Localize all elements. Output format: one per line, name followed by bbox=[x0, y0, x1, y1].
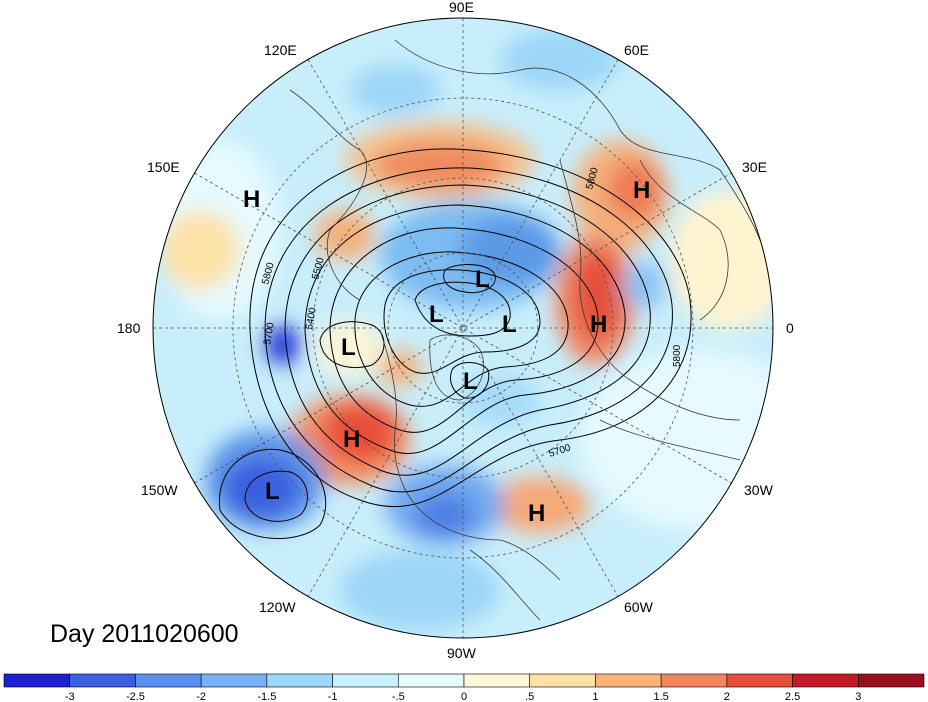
colorbar-tick-label: 2.5 bbox=[785, 691, 800, 702]
lon-label-0: 0 bbox=[786, 320, 794, 336]
low-center: L bbox=[463, 368, 478, 395]
colorbar-swatch bbox=[69, 673, 136, 688]
pressure-centers: H H H H H L L L L L L bbox=[243, 177, 650, 527]
colorbar-tick-label: 2 bbox=[724, 691, 730, 702]
low-center: L bbox=[475, 266, 490, 293]
colorbar-tick-label: 3 bbox=[855, 691, 861, 702]
low-center: L bbox=[341, 334, 356, 361]
colorbar-tick-label: -1 bbox=[328, 691, 338, 702]
coastlines bbox=[289, 39, 771, 621]
colorbar-swatch bbox=[332, 673, 399, 688]
colorbar-tick-label: 1 bbox=[592, 691, 598, 702]
lon-label-120w: 120W bbox=[259, 599, 296, 615]
low-center: L bbox=[429, 301, 444, 328]
colorbar-swatch bbox=[792, 673, 859, 688]
lon-label-120e: 120E bbox=[264, 42, 297, 58]
colorbar-swatch bbox=[200, 673, 268, 688]
latlon-grid bbox=[153, 18, 773, 638]
colorbar-swatch bbox=[529, 673, 596, 688]
colorbar: -3 -2.5 -2 -1.5 -1 -.5 0 .5 1 1.5 2 2.5 3 bbox=[3, 673, 925, 702]
high-center: H bbox=[243, 186, 260, 213]
colorbar-tick-label: -2.5 bbox=[126, 691, 145, 702]
colorbar-swatch bbox=[266, 673, 333, 688]
high-center: H bbox=[343, 426, 360, 453]
contour-label: 5400 bbox=[304, 306, 319, 330]
colorbar-tick-label: 0 bbox=[461, 691, 467, 702]
colorbar-swatch bbox=[463, 673, 531, 688]
colorbar-tick-label: .5 bbox=[525, 691, 534, 702]
colorbar-swatch bbox=[595, 673, 662, 688]
colorbar-swatch bbox=[857, 673, 925, 688]
colorbar-swatch bbox=[726, 673, 793, 688]
low-center: L bbox=[265, 478, 280, 505]
lon-label-60w: 60W bbox=[624, 599, 653, 615]
contour-label: 5800 bbox=[672, 344, 683, 367]
lon-label-180: 180 bbox=[117, 320, 141, 336]
colorbar-swatch bbox=[397, 673, 465, 688]
lon-label-150w: 150W bbox=[141, 482, 178, 498]
map-boundary bbox=[152, 17, 774, 639]
high-center: H bbox=[590, 311, 607, 338]
colorbar-tick-label: -.5 bbox=[392, 691, 405, 702]
height-contours bbox=[218, 148, 692, 539]
low-center: L bbox=[502, 311, 517, 338]
lon-label-150e: 150E bbox=[147, 159, 180, 175]
lon-label-30e: 30E bbox=[742, 159, 767, 175]
high-center: H bbox=[633, 177, 650, 204]
lon-label-90e: 90E bbox=[449, 0, 474, 15]
colorbar-tick-label: -1.5 bbox=[257, 691, 276, 702]
high-center: H bbox=[528, 500, 545, 527]
colorbar-tick-label: -3 bbox=[65, 691, 75, 702]
colorbar-swatch bbox=[3, 673, 71, 688]
lon-label-90w: 90W bbox=[447, 645, 476, 661]
contour-label: 5700 bbox=[262, 321, 277, 345]
colorbar-swatch bbox=[660, 673, 728, 688]
colorbar-swatch bbox=[135, 673, 202, 688]
colorbar-tick-label: 1.5 bbox=[653, 691, 668, 702]
date-label: Day 2011020600 bbox=[50, 620, 239, 648]
colorbar-tick-label: -2 bbox=[196, 691, 206, 702]
lon-label-60e: 60E bbox=[624, 42, 649, 58]
lon-label-30w: 30W bbox=[744, 482, 773, 498]
